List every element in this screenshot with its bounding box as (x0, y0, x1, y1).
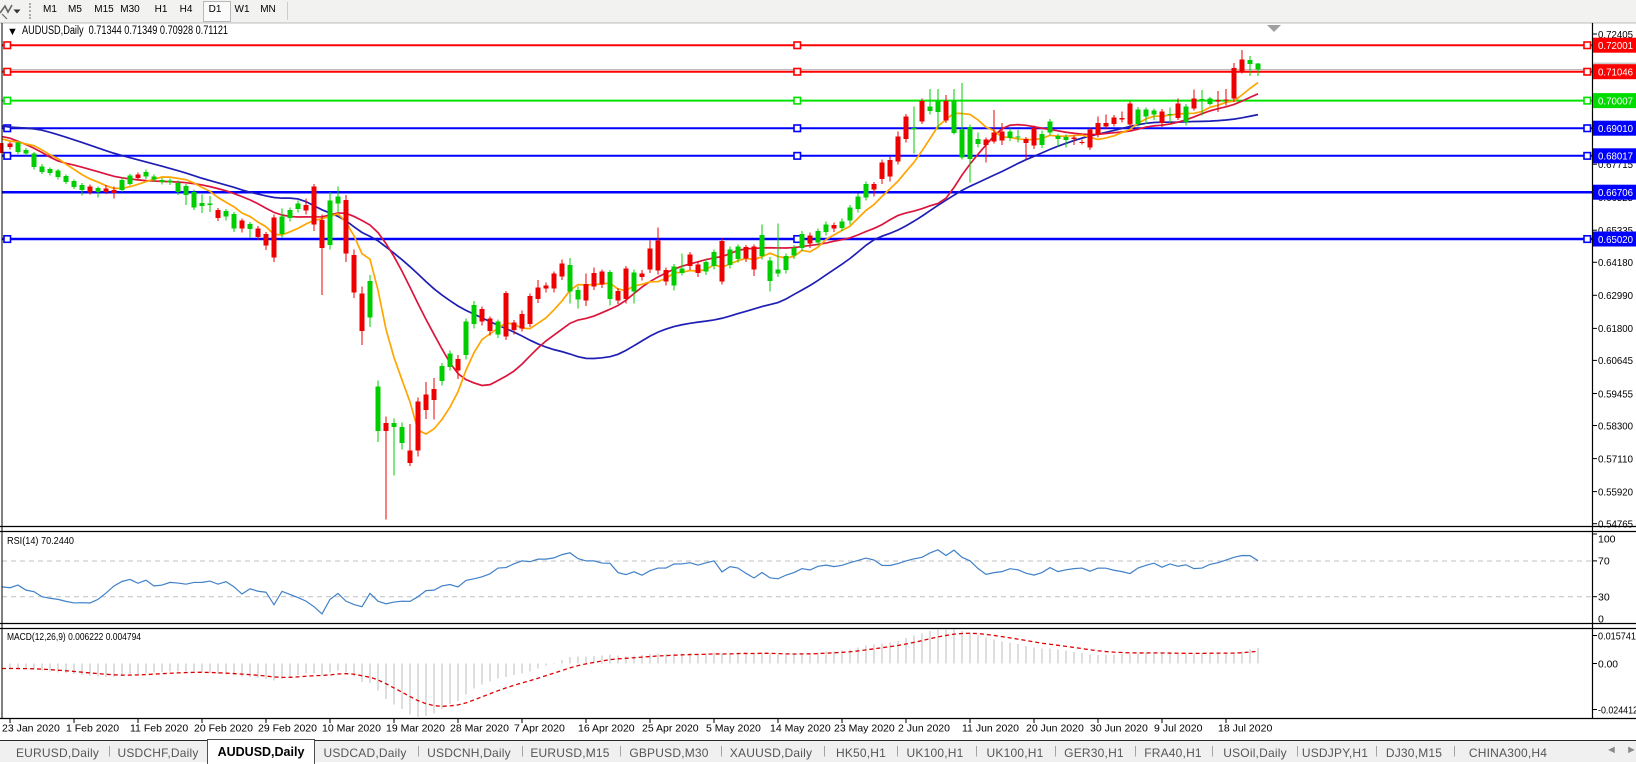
svg-text:0.69010: 0.69010 (1598, 123, 1633, 135)
svg-text:0: 0 (1598, 613, 1604, 625)
svg-text:0.61800: 0.61800 (1598, 323, 1633, 335)
svg-text:18 Jul 2020: 18 Jul 2020 (1218, 723, 1272, 735)
svg-text:0.59455: 0.59455 (1598, 388, 1633, 400)
svg-text:23 Jan 2020: 23 Jan 2020 (2, 723, 60, 735)
svg-text:1 Feb 2020: 1 Feb 2020 (66, 723, 119, 735)
svg-text:30: 30 (1598, 592, 1610, 604)
svg-text:0.015741: 0.015741 (1598, 630, 1636, 642)
svg-text:10 Mar 2020: 10 Mar 2020 (322, 723, 381, 735)
svg-text:28 Mar 2020: 28 Mar 2020 (450, 723, 509, 735)
svg-text:0.70007: 0.70007 (1598, 96, 1633, 108)
svg-text:0.55920: 0.55920 (1598, 486, 1633, 498)
svg-text:20 Jun 2020: 20 Jun 2020 (1026, 723, 1084, 735)
svg-text:0.54765: 0.54765 (1598, 519, 1633, 531)
svg-text:20 Feb 2020: 20 Feb 2020 (194, 723, 253, 735)
svg-text:11 Jun 2020: 11 Jun 2020 (962, 723, 1019, 735)
svg-text:MACD(12,26,9) 0.006222 0.00479: MACD(12,26,9) 0.006222 0.004794 (7, 631, 141, 643)
svg-text:70: 70 (1598, 556, 1610, 568)
svg-text:29 Feb 2020: 29 Feb 2020 (258, 723, 317, 735)
svg-text:0.71046: 0.71046 (1598, 67, 1633, 79)
svg-text:0.72001: 0.72001 (1598, 40, 1633, 52)
svg-text:0.58300: 0.58300 (1598, 420, 1633, 432)
svg-text:0.60645: 0.60645 (1598, 355, 1633, 367)
svg-text:9 Jul 2020: 9 Jul 2020 (1154, 723, 1203, 735)
svg-text:23 May 2020: 23 May 2020 (834, 723, 895, 735)
svg-text:14 May 2020: 14 May 2020 (770, 723, 831, 735)
svg-text:100: 100 (1598, 533, 1616, 545)
svg-text:0.00: 0.00 (1598, 658, 1618, 670)
svg-text:0.62990: 0.62990 (1598, 290, 1633, 302)
svg-text:-0.024412: -0.024412 (1598, 704, 1636, 716)
svg-text:25 Apr 2020: 25 Apr 2020 (642, 723, 699, 735)
svg-text:0.57110: 0.57110 (1598, 453, 1633, 465)
svg-text:▼: ▼ (7, 26, 18, 38)
svg-text:7 Apr 2020: 7 Apr 2020 (514, 723, 565, 735)
svg-text:0.64180: 0.64180 (1598, 257, 1633, 269)
svg-text:30 Jun 2020: 30 Jun 2020 (1090, 723, 1148, 735)
svg-text:0.65020: 0.65020 (1598, 234, 1633, 246)
svg-text:RSI(14) 70.2440: RSI(14) 70.2440 (7, 535, 74, 547)
svg-text:19 Mar 2020: 19 Mar 2020 (386, 723, 445, 735)
svg-text:16 Apr 2020: 16 Apr 2020 (578, 723, 635, 735)
svg-text:0.68017: 0.68017 (1598, 151, 1633, 163)
svg-text:2 Jun 2020: 2 Jun 2020 (898, 723, 950, 735)
svg-text:5 May 2020: 5 May 2020 (706, 723, 761, 735)
svg-text:11 Feb 2020: 11 Feb 2020 (130, 723, 188, 735)
svg-text:0.66706: 0.66706 (1598, 187, 1633, 199)
svg-text:AUDUSD,Daily 0.71344 0.71349: AUDUSD,Daily 0.71344 0.71349 0.70928 0.7… (22, 25, 228, 37)
